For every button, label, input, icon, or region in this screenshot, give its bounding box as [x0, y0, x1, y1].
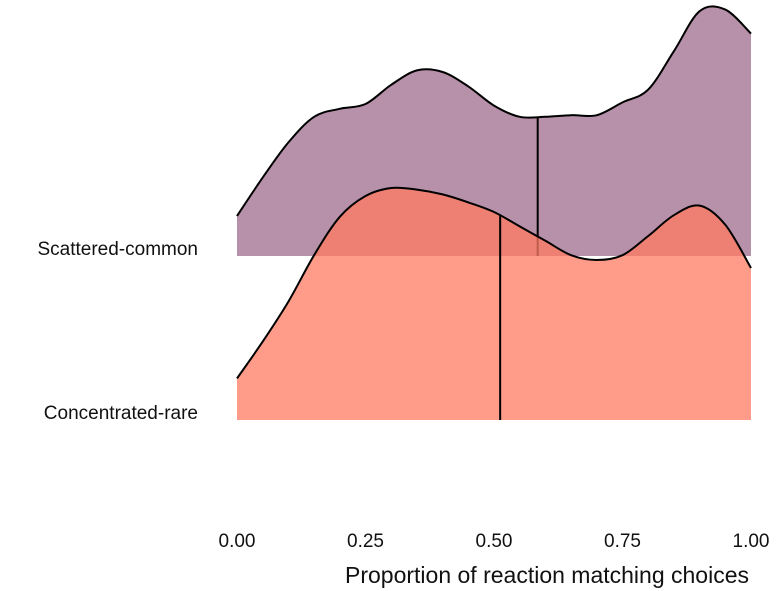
x-tick-label: 1.00	[733, 531, 770, 552]
ridge-scattered-common	[236, 5, 752, 257]
x-tick-label: 0.75	[604, 531, 641, 552]
density-area	[237, 6, 751, 257]
ridges	[236, 5, 752, 420]
category-labels: Scattered-common Concentrated-rare	[37, 239, 198, 424]
x-tick-label: 0.50	[476, 531, 513, 552]
ridge-concentrated-rare	[236, 186, 752, 420]
x-tick-label: 0.00	[219, 531, 256, 552]
category-label: Scattered-common	[37, 239, 198, 260]
density-outline	[236, 5, 752, 217]
x-axis-title: Proportion of reaction matching choices	[345, 562, 749, 588]
density-area	[237, 187, 751, 420]
density-outline	[236, 186, 752, 379]
x-tick-label: 0.25	[347, 531, 384, 552]
category-label: Concentrated-rare	[44, 403, 198, 424]
x-axis-tick-labels: 0.00 0.25 0.50 0.75 1.00	[219, 531, 770, 552]
